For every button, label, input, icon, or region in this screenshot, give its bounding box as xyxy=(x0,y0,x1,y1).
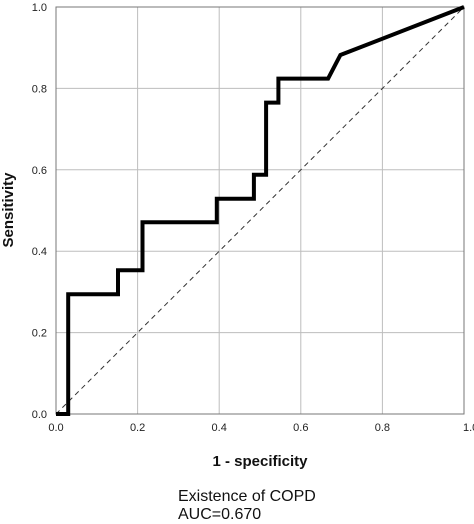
y-tick-labels: 0.0 0.2 0.4 0.6 0.8 1.0 xyxy=(32,2,47,421)
x-tick-label: 0.0 xyxy=(48,422,63,434)
roc-chart: 0.0 0.2 0.4 0.6 0.8 1.0 0.0 0.2 0.4 0.6 0.8 1.0 1 … xyxy=(0,2,474,470)
x-tick-label: 0.8 xyxy=(375,422,390,434)
y-tick-label: 0.6 xyxy=(32,165,47,177)
caption-auc-value: AUC=0.670 xyxy=(178,506,262,523)
reference-diagonal xyxy=(55,6,465,415)
roc-curve-line xyxy=(56,5,465,416)
grid-lines xyxy=(56,7,464,414)
x-tick-label: 1.0 xyxy=(463,422,474,434)
x-tick-label: 0.2 xyxy=(130,422,145,434)
y-tick-label: 0.4 xyxy=(32,246,47,258)
caption-group-label: Existence of COPD xyxy=(178,488,316,505)
y-tick-label: 0.0 xyxy=(32,409,47,421)
y-tick-label: 1.0 xyxy=(32,2,47,14)
x-tick-label: 0.4 xyxy=(212,422,227,434)
y-axis-title: Sensitivity xyxy=(0,172,17,248)
y-tick-label: 0.2 xyxy=(32,328,47,340)
x-tick-label: 0.6 xyxy=(293,422,308,434)
y-tick-label: 0.8 xyxy=(32,83,47,95)
plot-frame xyxy=(55,6,465,415)
roc-curve-group xyxy=(56,5,465,416)
reference-line xyxy=(55,6,465,415)
x-tick-labels: 0.0 0.2 0.4 0.6 0.8 1.0 xyxy=(48,422,474,434)
x-axis-title: 1 - specificity xyxy=(212,453,308,470)
